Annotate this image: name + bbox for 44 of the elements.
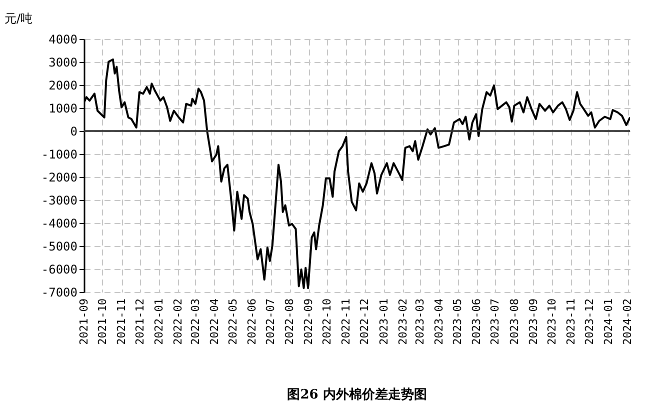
- x-tick-label: 2023-04: [432, 298, 446, 345]
- y-tick-label: 3000: [48, 56, 78, 70]
- y-tick-label: -3000: [41, 194, 78, 208]
- x-tick-label: 2021-10: [96, 298, 109, 345]
- y-tick-label: -5000: [41, 240, 78, 254]
- x-tick-label: 2022-03: [188, 298, 202, 345]
- x-tick-label: 2023-10: [545, 298, 558, 345]
- x-tick-label: 2022-11: [340, 298, 353, 345]
- y-tick-label: -2000: [41, 170, 78, 184]
- x-tick-label: 2022-04: [208, 298, 221, 345]
- x-tick-label: 2022-08: [283, 298, 296, 345]
- x-tick-label: 2023-03: [414, 298, 427, 345]
- x-tick-label: 2021-12: [134, 298, 147, 345]
- y-tick-label: 4000: [48, 32, 78, 46]
- x-tick-label: 2023-07: [488, 298, 502, 345]
- y-tick-label: -7000: [41, 286, 78, 300]
- x-tick-label: 2022-12: [358, 298, 372, 345]
- x-tick-label: 2022-06: [246, 298, 259, 345]
- x-tick-label: 2023-02: [396, 298, 410, 345]
- x-tick-label: 2023-12: [582, 298, 596, 345]
- x-tick-label: 2022-07: [264, 298, 278, 345]
- x-tick-label: 2022-01: [152, 298, 166, 345]
- x-tick-label: 2023-01: [377, 298, 390, 345]
- y-axis-title: 元/吨: [4, 12, 33, 26]
- x-tick-label: 2022-09: [302, 298, 316, 345]
- x-tick-label: 2022-10: [320, 298, 334, 345]
- text: 图26 内外棉价差走势图: [287, 386, 427, 402]
- y-tick-label: -6000: [41, 262, 78, 276]
- x-tick-label: 2022-05: [226, 298, 240, 345]
- y-tick-label: 0: [70, 124, 78, 138]
- y-tick-label: 1000: [48, 102, 78, 116]
- x-tick-label: 2021-09: [78, 298, 90, 345]
- x-tick-label: 2021-11: [115, 298, 128, 345]
- x-tick-label: 2023-08: [508, 298, 521, 345]
- x-tick-label: 2024-01: [602, 298, 615, 345]
- x-tick-label: 2023-09: [526, 298, 540, 345]
- x-tick-label: 2023-05: [451, 298, 464, 345]
- y-tick-label: 2000: [48, 78, 78, 92]
- x-tick-label: 2022-02: [172, 298, 185, 345]
- y-tick-label: -1000: [41, 148, 78, 162]
- x-tick-label: 2023-11: [564, 298, 578, 345]
- y-tick-label: -4000: [41, 216, 78, 230]
- x-tick-label: 2023-06: [470, 298, 484, 345]
- x-tick-label: 2024-02: [621, 298, 634, 345]
